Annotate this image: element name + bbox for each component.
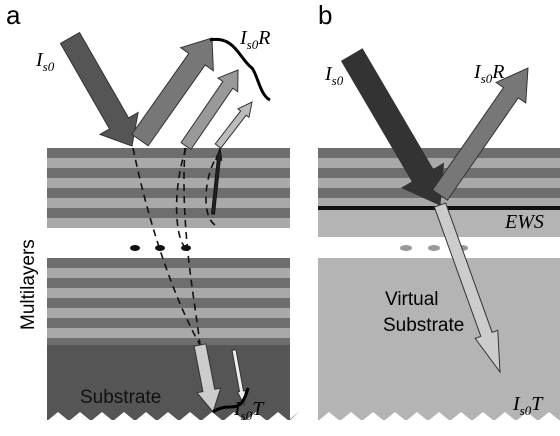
dot bbox=[130, 245, 140, 251]
panel-label: a bbox=[6, 0, 21, 30]
layer bbox=[47, 158, 290, 168]
side-label: Multilayers bbox=[18, 239, 39, 330]
dot bbox=[400, 245, 412, 251]
layer bbox=[47, 188, 290, 198]
dot bbox=[428, 245, 440, 251]
arrow bbox=[215, 102, 252, 148]
dot bbox=[155, 245, 165, 251]
layer bbox=[47, 308, 290, 318]
layer bbox=[47, 258, 290, 268]
virtual-substrate-label: Substrate bbox=[383, 315, 464, 336]
panel-label: b bbox=[318, 0, 332, 30]
incident-label: Is0 bbox=[35, 49, 55, 74]
layer bbox=[47, 288, 290, 298]
layer bbox=[47, 328, 290, 338]
layer bbox=[47, 318, 290, 328]
reflected-label: Is0R bbox=[473, 61, 504, 86]
arrow bbox=[60, 33, 138, 146]
layer bbox=[47, 198, 290, 208]
layer bbox=[47, 168, 290, 178]
reflected-label: Is0R bbox=[239, 27, 270, 52]
layer bbox=[47, 298, 290, 308]
layer bbox=[47, 218, 290, 228]
layer bbox=[318, 148, 560, 158]
figure: a b Is0 Is0R Is0T Multilayers Substrate … bbox=[0, 0, 560, 436]
ews-label: EWS bbox=[504, 211, 544, 233]
substrate-label: Substrate bbox=[80, 387, 161, 408]
virtual-substrate-label: Virtual bbox=[385, 289, 439, 310]
layer bbox=[47, 208, 290, 218]
layer bbox=[47, 278, 290, 288]
layer bbox=[47, 178, 290, 188]
layer bbox=[47, 148, 290, 158]
incident-label: Is0 bbox=[324, 63, 344, 88]
layer bbox=[47, 338, 290, 345]
virtual-substrate bbox=[318, 258, 560, 420]
